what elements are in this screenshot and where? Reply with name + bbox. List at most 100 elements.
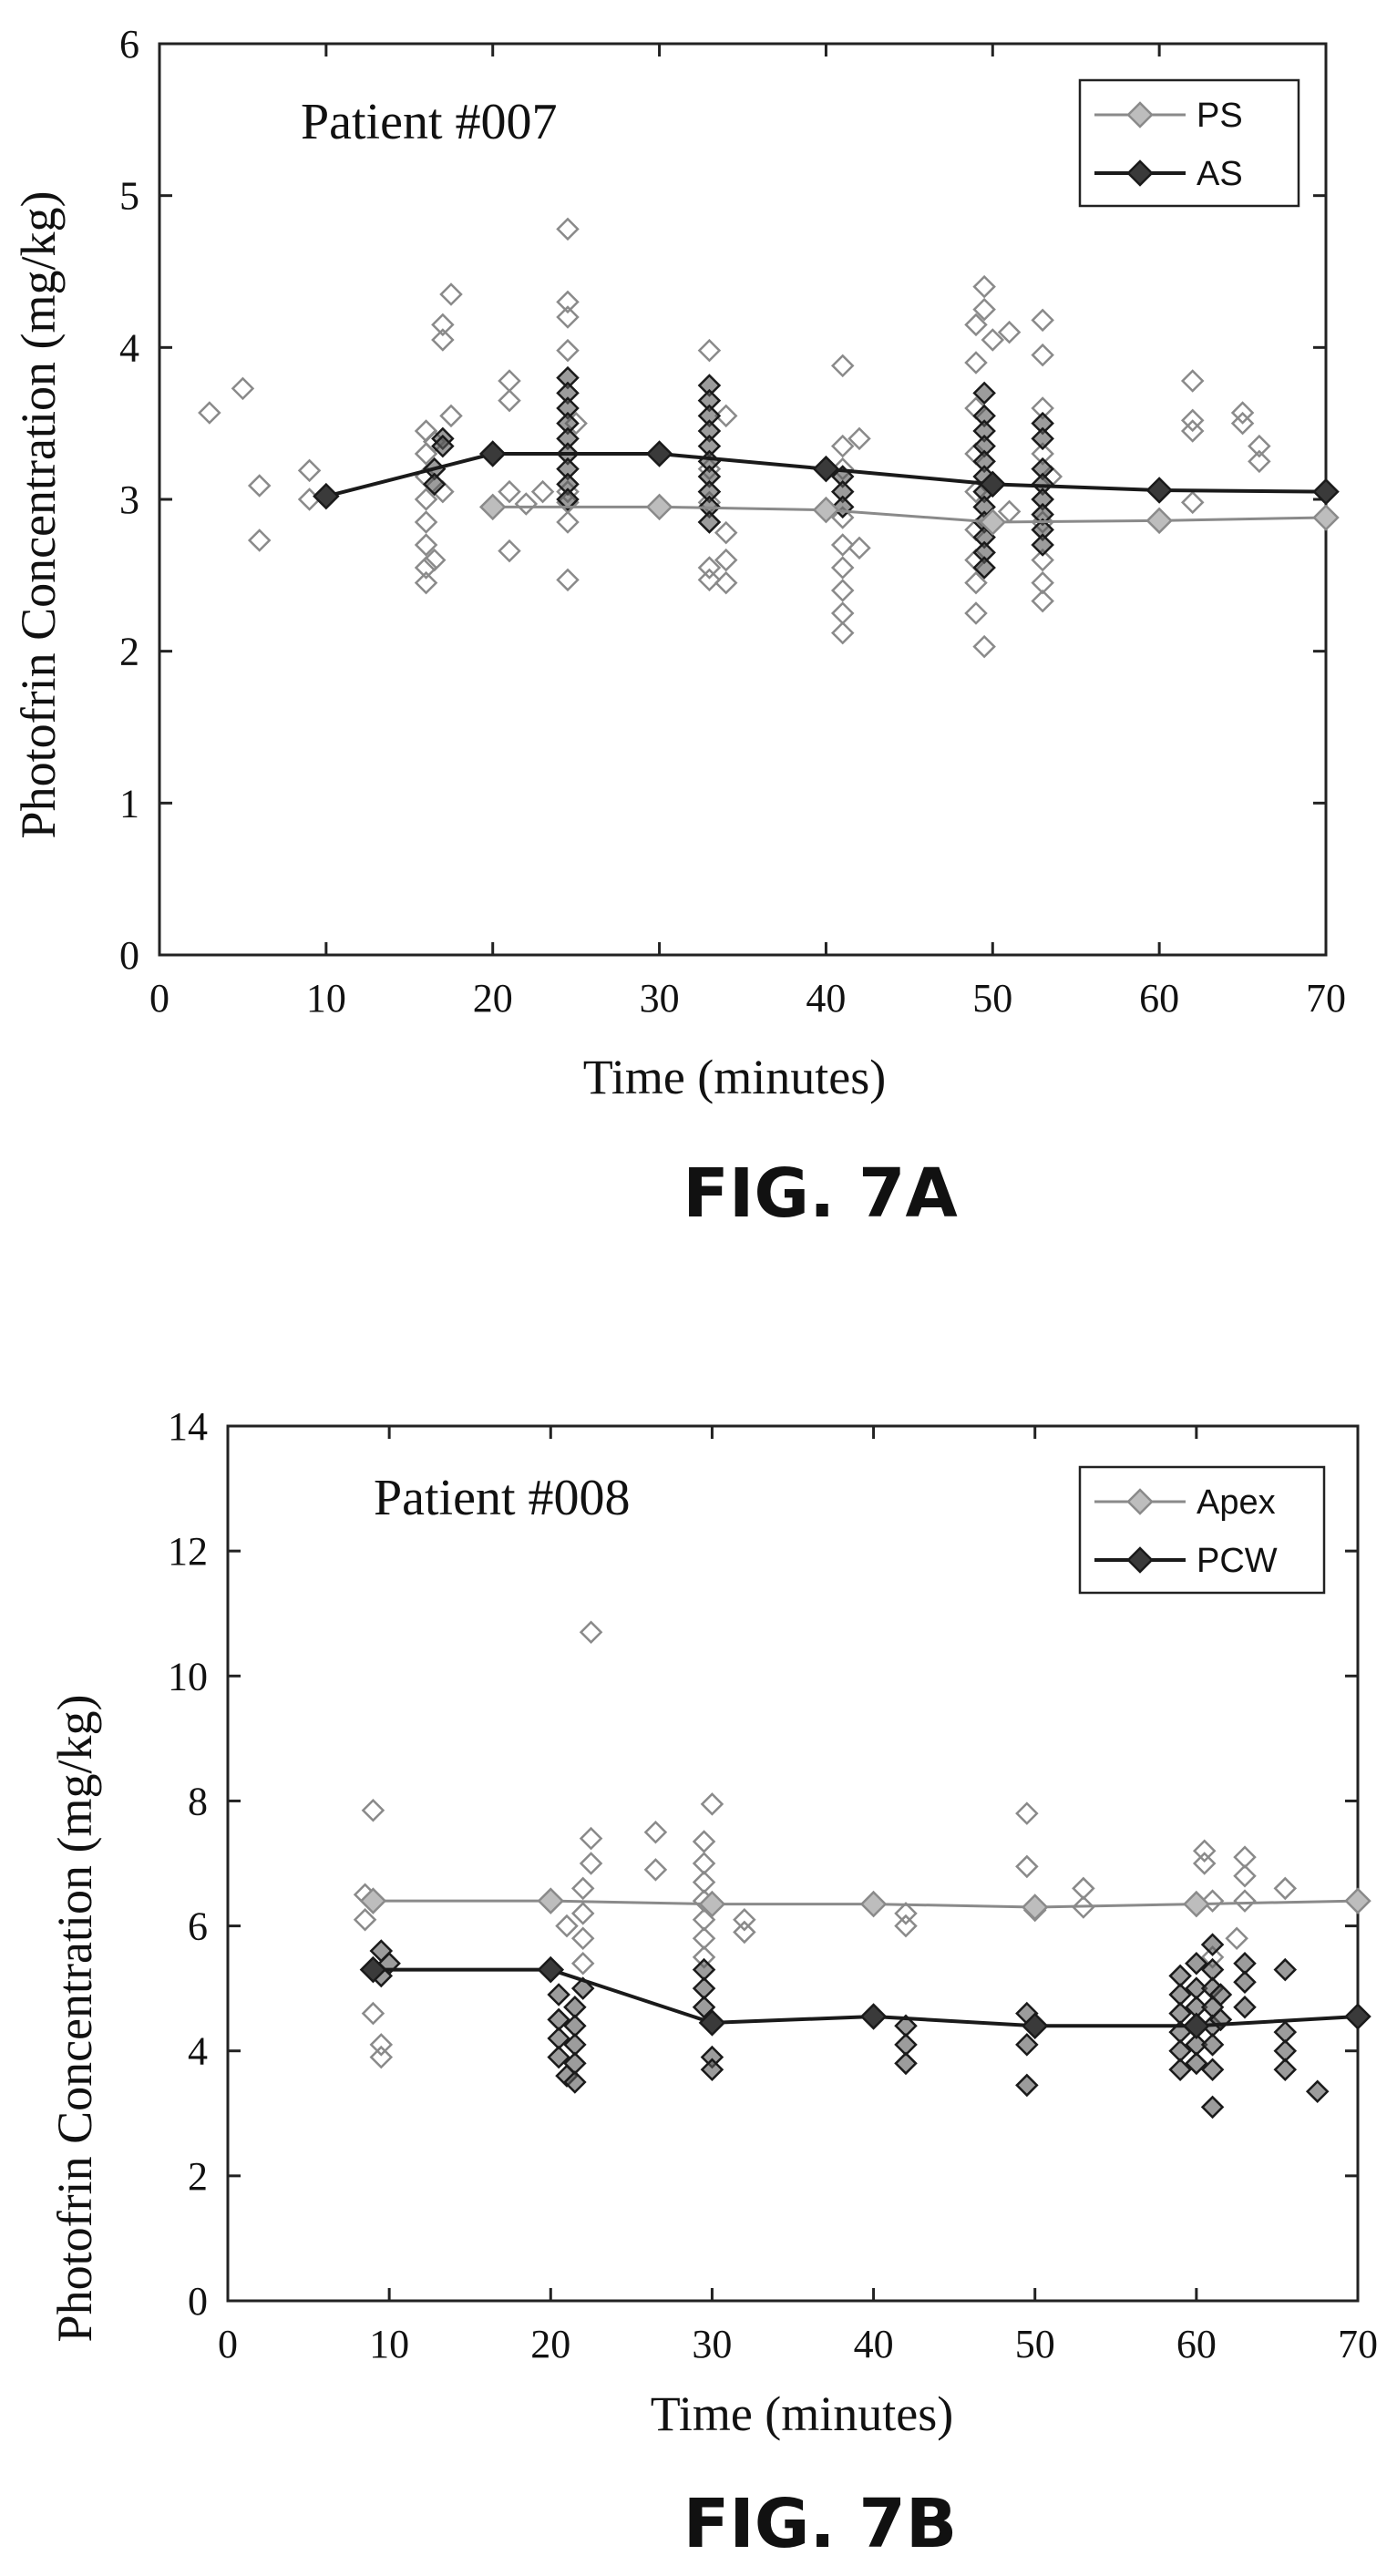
x-axis-label: Time (minutes)	[583, 1050, 887, 1104]
data-point-pcw	[1015, 2033, 1039, 2057]
data-point-ps	[556, 510, 580, 534]
data-point-pcw	[1200, 2058, 1225, 2082]
data-point-pcw	[1200, 2095, 1225, 2119]
chart-7b: 0 10 20 30 40 50 60 70 0 2 4 6 8 10 12 14 Apex PCW Patien…	[47, 1404, 1378, 2563]
data-point-ps	[530, 479, 555, 504]
series-marker-pcw	[1344, 2003, 1371, 2030]
data-point-pcw	[1200, 1933, 1225, 1956]
y-tick-label: 8	[188, 1779, 208, 1823]
x-tick-label: 0	[218, 2322, 238, 2366]
data-point-apex	[361, 1798, 385, 1822]
data-point-ps	[556, 338, 580, 363]
data-point-ps	[414, 487, 438, 511]
chart-annotation: Patient #007	[301, 94, 558, 150]
data-point-ps	[414, 556, 438, 580]
data-point-apex	[369, 2033, 394, 2057]
data-point-pcw	[1208, 1983, 1233, 2006]
x-tick-label: 60	[1139, 976, 1179, 1021]
series-marker-ps	[812, 496, 840, 524]
data-point-ps	[231, 376, 255, 401]
data-point-ps	[964, 601, 988, 625]
data-point-apex	[643, 1858, 668, 1882]
data-point-apex	[570, 1951, 595, 1976]
data-point-ps	[830, 506, 855, 529]
series-marker-ps	[979, 508, 1007, 536]
legend-label-apex: Apex	[1197, 1483, 1276, 1522]
data-point-pcw	[1168, 1964, 1192, 1988]
data-point-as	[972, 381, 996, 405]
data-point-apex	[555, 1914, 579, 1938]
data-point-ps	[414, 570, 438, 595]
data-point-apex	[1192, 1839, 1217, 1863]
legend-marker-ps	[1126, 101, 1154, 128]
data-point-ps	[830, 601, 855, 625]
data-point-pcw	[563, 2070, 587, 2094]
x-axis-label: Time (minutes)	[651, 2386, 954, 2441]
data-point-as	[1031, 426, 1054, 451]
series-marker-ps	[1312, 504, 1340, 531]
data-point-pcw	[563, 1995, 587, 2019]
data-point-ps	[1180, 408, 1205, 433]
y-tick-label: 1	[119, 781, 139, 826]
data-point-apex	[733, 1920, 756, 1945]
series-marker-as	[478, 440, 507, 467]
data-point-ps	[830, 354, 855, 378]
x-tick-label: 10	[306, 976, 346, 1021]
data-point-ps	[1248, 434, 1271, 458]
series-marker-apex	[859, 1890, 888, 1918]
data-point-pcw	[1200, 2033, 1225, 2057]
data-point-ps	[1180, 369, 1205, 393]
series-marker-ps	[645, 493, 673, 521]
data-point-pcw	[692, 1957, 716, 1982]
series-marker-apex	[537, 1887, 565, 1914]
data-point-ps	[556, 290, 580, 314]
data-point-apex	[1015, 1854, 1039, 1879]
legend-box	[1078, 78, 1300, 208]
series-marker-apex	[359, 1887, 387, 1914]
data-point-ps	[981, 328, 1005, 352]
data-point-ps	[972, 297, 996, 322]
y-tick-label: 14	[168, 1404, 208, 1449]
y-tick-label: 4	[119, 325, 139, 370]
data-point-ps	[1031, 308, 1054, 333]
y-tick-label: 4	[188, 2029, 208, 2074]
data-point-ps	[556, 217, 580, 241]
data-point-ps	[297, 458, 322, 483]
data-point-apex	[692, 1926, 716, 1951]
data-point-apex	[579, 1826, 603, 1851]
data-point-pcw	[547, 2045, 570, 2069]
series-marker-apex	[1183, 1890, 1210, 1918]
series-marker-pcw	[1021, 2012, 1049, 2040]
data-point-ps	[1248, 449, 1271, 474]
data-point-pcw	[1233, 1970, 1257, 1995]
chart-annotation: Patient #008	[374, 1470, 631, 1526]
data-point-ps	[439, 282, 463, 306]
figure-7a: 0 10 20 30 40 50 60 70 0 1 2 3 4 5 6 PS AS Patient #007 …	[0, 0, 1397, 1285]
data-point-ps	[714, 548, 738, 572]
data-point-apex	[692, 1870, 716, 1894]
data-point-apex	[1200, 1889, 1225, 1913]
data-point-apex	[1072, 1895, 1095, 1919]
legend-label-as: AS	[1197, 155, 1243, 193]
x-tick-label: 40	[854, 2322, 894, 2366]
data-point-apex	[692, 1852, 716, 1875]
data-point-pcw	[1185, 2051, 1208, 2076]
data-point-ps	[830, 579, 855, 602]
series-marker-as	[313, 482, 340, 510]
data-point-as	[556, 487, 580, 511]
y-tick-label: 0	[188, 2279, 208, 2324]
data-point-apex	[700, 1792, 724, 1816]
data-point-as	[972, 556, 996, 580]
series-marker-as	[1312, 477, 1340, 506]
series-marker-ps	[1145, 507, 1173, 535]
legend-marker-pcw	[1126, 1546, 1154, 1574]
y-axis-label: Photofrin Concentration (mg/kg)	[11, 191, 66, 839]
data-point-ps	[1180, 490, 1205, 515]
data-point-ps	[830, 434, 855, 458]
y-tick-label: 2	[119, 630, 139, 674]
x-tick-label: 10	[369, 2322, 409, 2366]
data-point-pcw	[1015, 2073, 1039, 2098]
data-point-pcw	[1305, 2079, 1330, 2104]
data-point-as	[431, 434, 455, 458]
